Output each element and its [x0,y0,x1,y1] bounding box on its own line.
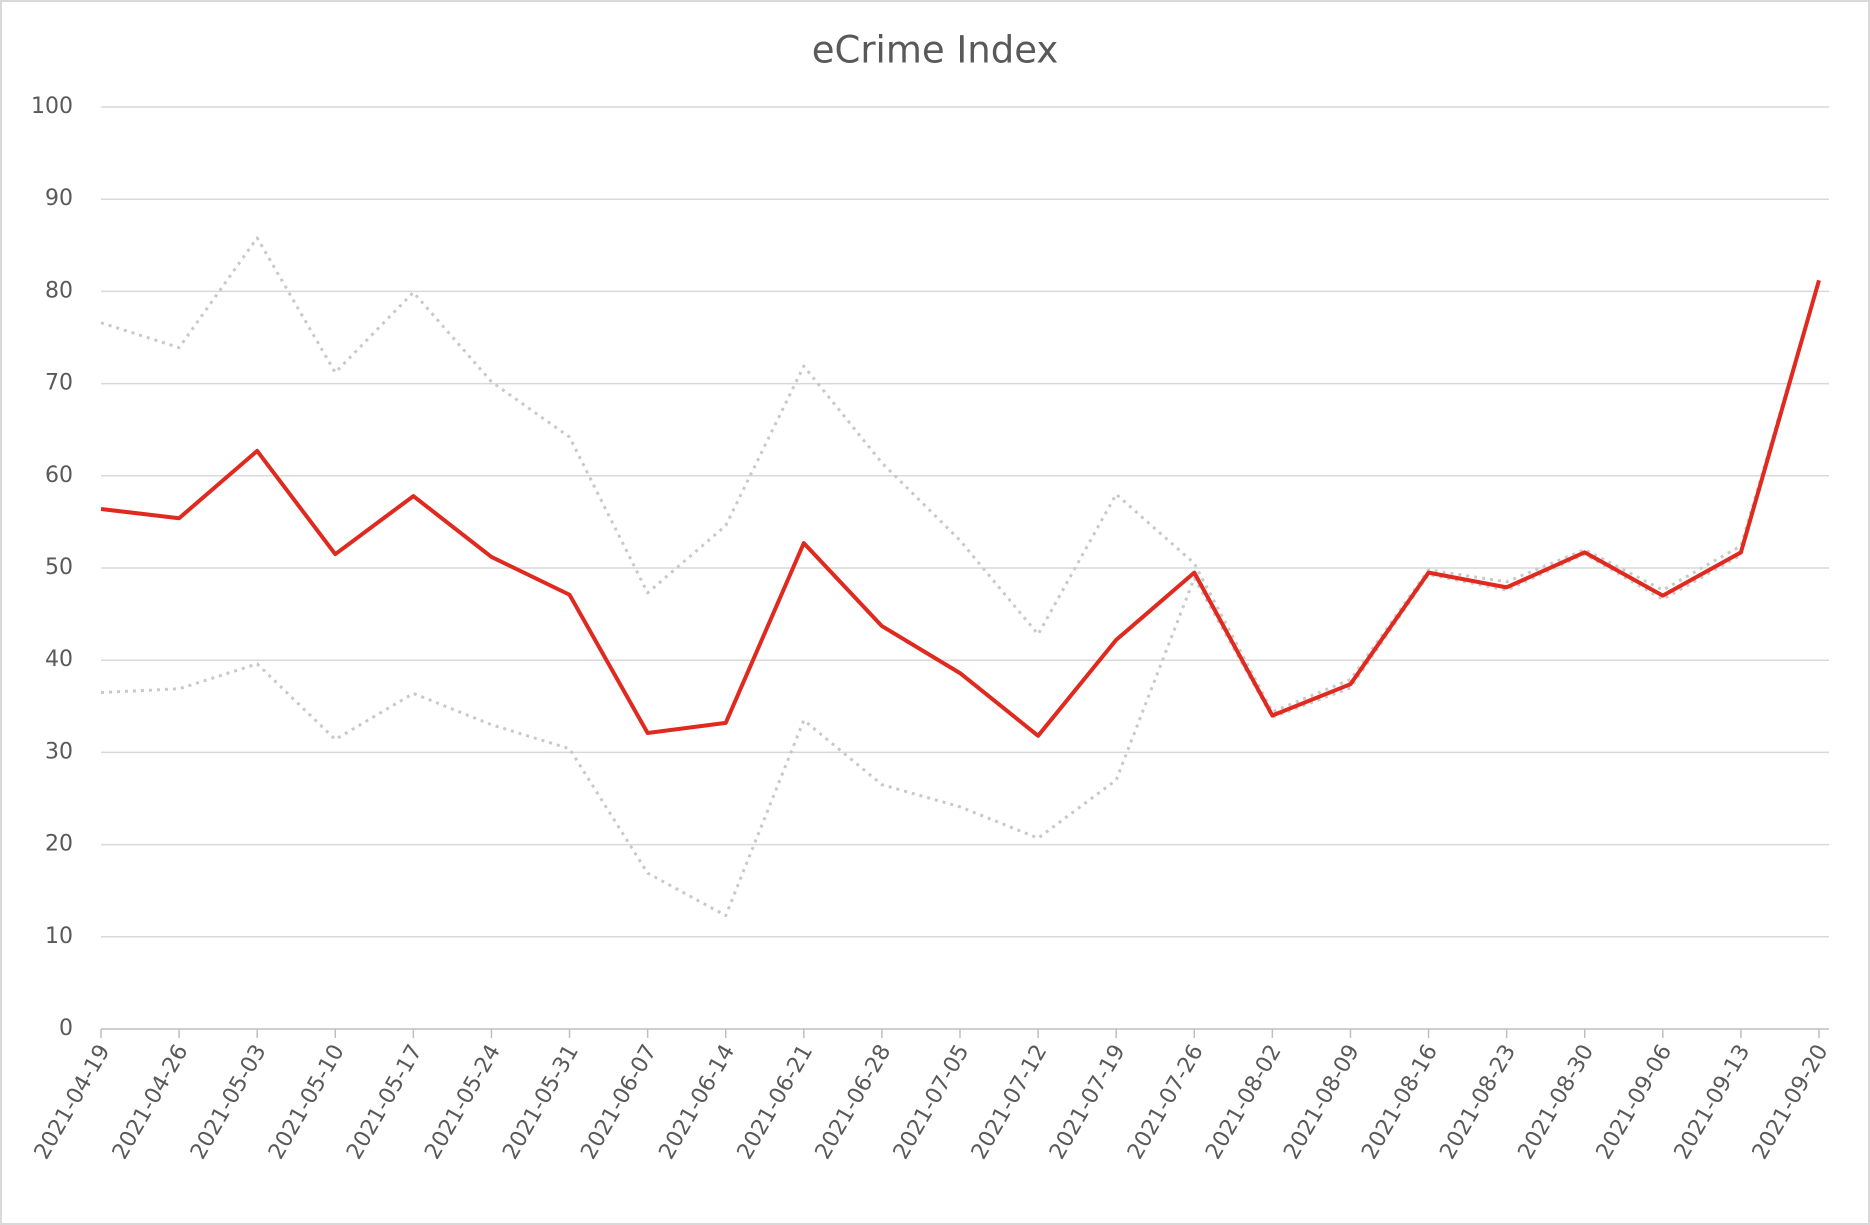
chart-title: eCrime Index [812,29,1059,72]
y-tick-label: 70 [45,371,73,396]
y-tick-label: 0 [59,1016,73,1041]
y-tick-label: 40 [45,647,73,672]
index-line [100,279,1821,738]
y-tick-label: 50 [45,555,73,580]
y-tick-label: 90 [45,186,73,211]
y-tick-label: 10 [45,924,73,949]
y-tick-label: 60 [45,463,73,488]
range-line [100,279,1821,918]
y-tick-label: 100 [31,94,73,119]
y-tick-label: 30 [45,739,73,764]
y-tick-label: 20 [45,832,73,857]
y-tick-label: 80 [45,278,73,303]
